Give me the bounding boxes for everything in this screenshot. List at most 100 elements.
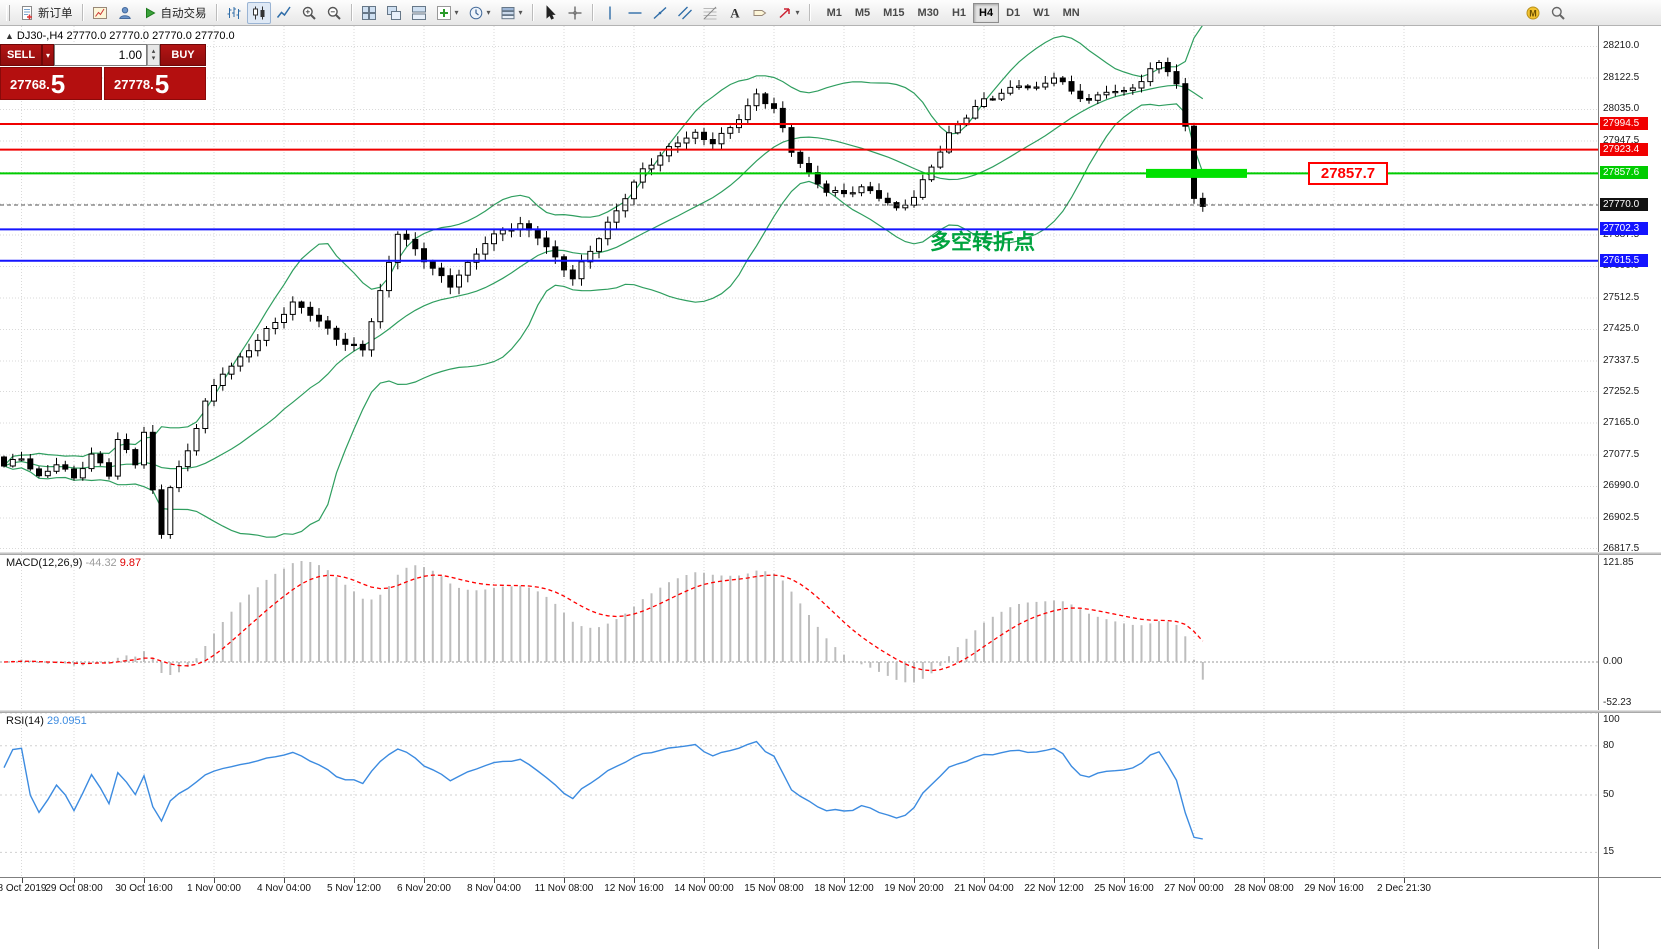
cascade-windows-button[interactable] <box>382 2 406 24</box>
time-tick <box>1334 878 1335 883</box>
buy-button[interactable]: BUY <box>160 44 206 66</box>
stepper-down-icon[interactable]: ▾ <box>151 55 156 62</box>
time-axis[interactable]: 8 Oct 2019 29 Oct 08:00 30 Oct 16:00 1 Nov … <box>0 877 1661 949</box>
macd-plot[interactable] <box>0 555 1598 710</box>
dropdown-caret-icon: ▾ <box>518 8 523 17</box>
sell-button[interactable]: SELL <box>0 44 42 66</box>
label-button[interactable] <box>748 2 772 24</box>
time-axis-label: 12 Nov 16:00 <box>604 883 664 894</box>
time-axis-label: 4 Nov 04:00 <box>257 883 311 894</box>
price-chart-plot[interactable] <box>0 26 1598 552</box>
line-chart-button[interactable] <box>272 2 296 24</box>
bar-chart-button[interactable] <box>222 2 246 24</box>
fibo-icon <box>702 5 718 21</box>
timeframe-M30[interactable]: M30 <box>912 3 945 23</box>
profiles-icon <box>117 5 133 21</box>
price-callout[interactable]: 27857.7 <box>1308 162 1388 185</box>
time-axis-label: 6 Nov 20:00 <box>397 883 451 894</box>
vertical-line-button[interactable] <box>598 2 622 24</box>
macd-label: MACD(12,26,9) -44.32 9.87 <box>6 557 141 569</box>
fibonacci-button[interactable] <box>698 2 722 24</box>
arrows-button[interactable]: ▾ <box>773 2 804 24</box>
tile-windows-button[interactable] <box>357 2 381 24</box>
time-tick <box>704 878 705 883</box>
time-tick <box>74 878 75 883</box>
zoom-out-button[interactable] <box>322 2 346 24</box>
price-big-digit: 5 <box>50 69 66 99</box>
price-axis-label: 27252.5 <box>1603 386 1640 397</box>
macd-axis-label: 0.00 <box>1603 656 1623 667</box>
time-tick <box>354 878 355 883</box>
volume-stepper[interactable]: ▴ ▾ <box>147 44 160 66</box>
periods-button[interactable]: ▾ <box>464 2 495 24</box>
buy-price[interactable]: 27778. 5 <box>104 67 206 100</box>
rsi-svg <box>0 713 1598 877</box>
channel-button[interactable] <box>673 2 697 24</box>
trendline-button[interactable] <box>648 2 672 24</box>
arrange-windows-button[interactable] <box>407 2 431 24</box>
panel-separator[interactable] <box>0 552 1661 555</box>
time-axis-label: 8 Oct 2019 <box>0 883 47 894</box>
crosshair-button[interactable] <box>563 2 587 24</box>
autotrading-button[interactable]: 自动交易 <box>138 2 211 24</box>
community-button[interactable]: M <box>1521 2 1545 24</box>
hline-price-label: 27923.4 <box>1600 143 1648 156</box>
time-axis-label: 27 Nov 00:00 <box>1164 883 1224 894</box>
profiles-button[interactable] <box>113 2 137 24</box>
autotrading-button-label: 自动交易 <box>160 7 207 20</box>
time-tick <box>564 878 565 883</box>
price-axis[interactable]: 28210.028122.528035.027947.527860.027772… <box>1598 26 1661 552</box>
timeframe-M5[interactable]: M5 <box>849 3 876 23</box>
volume-input[interactable]: 1.00 <box>54 44 147 66</box>
macd-axis[interactable]: 121.85 0.00 -52.23 <box>1598 555 1661 710</box>
zoom-in-button[interactable] <box>297 2 321 24</box>
timeframe-W1[interactable]: W1 <box>1027 3 1056 23</box>
time-tick <box>214 878 215 883</box>
rsi-plot[interactable] <box>0 713 1598 877</box>
toolbar-grip[interactable] <box>6 4 10 21</box>
rsi-axis-label: 15 <box>1603 846 1615 857</box>
cursor-button[interactable] <box>538 2 562 24</box>
price-axis-label: 28122.5 <box>1603 72 1640 83</box>
macd-main-value: -44.32 <box>85 557 117 569</box>
rsi-axis[interactable]: 100 80 50 15 <box>1598 713 1661 877</box>
timeframe-H4[interactable]: H4 <box>973 2 1000 23</box>
indicators-button[interactable]: ▾ <box>432 2 463 24</box>
time-tick <box>634 878 635 883</box>
current-price-label: 27770.0 <box>1600 198 1648 211</box>
time-tick <box>1124 878 1125 883</box>
time-axis-label: 22 Nov 12:00 <box>1024 883 1084 894</box>
panel-separator[interactable] <box>0 710 1661 713</box>
one-click-trading-panel: SELL ▾ 1.00 ▴ ▾ BUY 27768. 5 27778. 5 <box>0 44 206 100</box>
rsi-axis-label: 100 <box>1603 714 1620 725</box>
templates-icon <box>500 5 516 21</box>
time-axis-label: 18 Nov 12:00 <box>814 883 874 894</box>
new-order-button[interactable]: 新订单 <box>15 2 77 24</box>
timeframe-M1[interactable]: M1 <box>821 3 848 23</box>
crosshair-icon <box>567 5 583 21</box>
timeframe-H1[interactable]: H1 <box>946 3 972 23</box>
search-button[interactable] <box>1546 2 1570 24</box>
time-axis-label: 30 Oct 16:00 <box>115 883 173 894</box>
macd-signal-value: 9.87 <box>119 557 142 569</box>
charts-button[interactable] <box>88 2 112 24</box>
rsi-label: RSI(14) 29.0951 <box>6 715 87 727</box>
stepper-up-icon[interactable]: ▴ <box>151 48 156 55</box>
dropdown-caret-icon: ▾ <box>486 8 491 17</box>
autotrading-icon <box>142 5 158 21</box>
volume-dropdown[interactable]: ▾ <box>42 44 54 66</box>
sell-price[interactable]: 27768. 5 <box>0 67 102 100</box>
timeframe-D1[interactable]: D1 <box>1000 3 1026 23</box>
candlestick-chart-button[interactable] <box>246 1 271 24</box>
timeframe-M15[interactable]: M15 <box>877 3 910 23</box>
timeframe-MN[interactable]: MN <box>1057 3 1086 23</box>
svg-text:A: A <box>730 5 740 20</box>
templates-button[interactable]: ▾ <box>496 2 527 24</box>
text-button[interactable]: A <box>723 2 747 24</box>
chart-annotation-text[interactable]: 多空转折点 <box>930 231 1035 254</box>
time-axis-label: 21 Nov 04:00 <box>954 883 1014 894</box>
price-axis-label: 28035.0 <box>1603 103 1640 114</box>
price-chart-svg <box>0 26 1598 552</box>
collapse-panel-icon[interactable]: ▲ <box>5 31 14 41</box>
horizontal-line-button[interactable] <box>623 2 647 24</box>
